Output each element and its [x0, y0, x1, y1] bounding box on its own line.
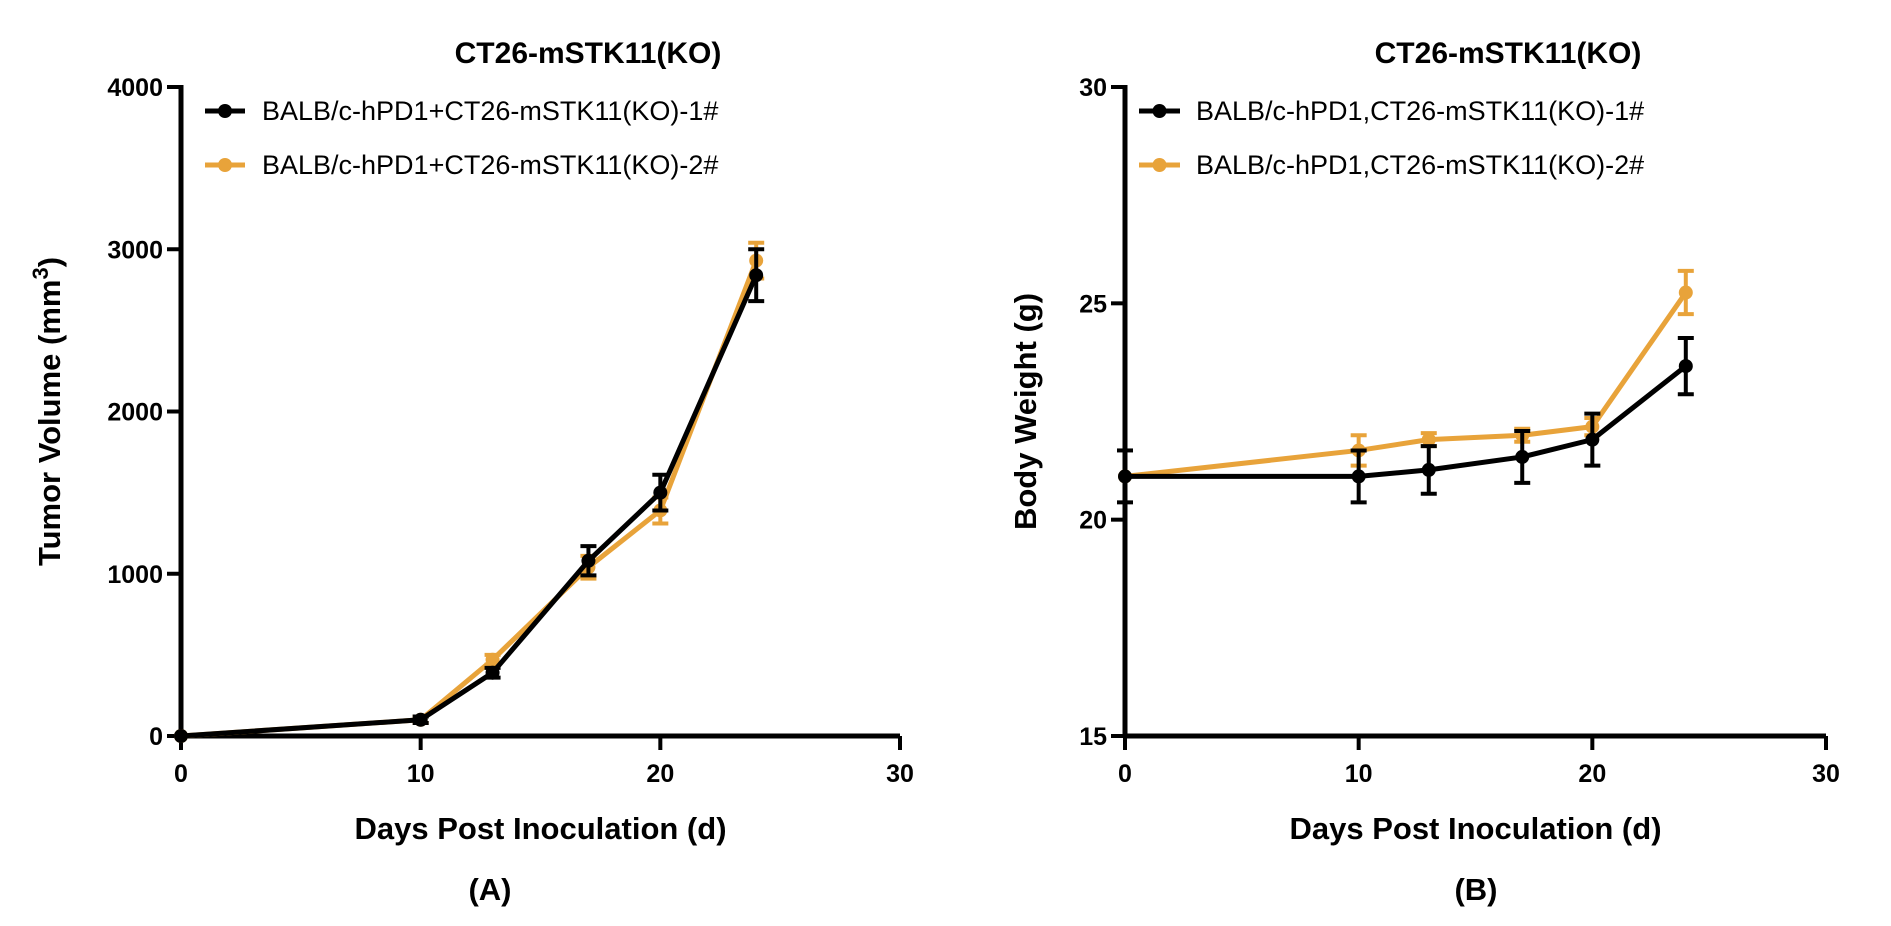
data-point — [1351, 469, 1366, 484]
x-tick-label: 20 — [1578, 760, 1606, 788]
y-tick-label: 20 — [1079, 507, 1107, 535]
y-tick-label: 0 — [149, 723, 163, 751]
series-1 — [174, 247, 765, 743]
series-2 — [174, 240, 765, 743]
data-point — [1421, 462, 1436, 477]
x-tick-label: 10 — [1345, 760, 1373, 788]
data-point — [1515, 449, 1530, 464]
data-point — [174, 729, 188, 743]
legend-entry-1: BALB/c-hPD1+CT26-mSTK11(KO)-1# — [205, 96, 718, 126]
x-axis-label: Days Post Inoculation (d) — [354, 811, 726, 846]
y-tick-label: 15 — [1079, 723, 1107, 751]
x-axis-label: Days Post Inoculation (d) — [1289, 811, 1661, 846]
series-line — [180, 259, 759, 739]
legend-swatch-marker — [1152, 158, 1167, 172]
y-axis-label-superscript: 3 — [28, 267, 53, 279]
data-point — [1678, 285, 1693, 300]
series-line — [1125, 364, 1688, 479]
legend-entry-1: BALB/c-hPD1,CT26-mSTK11(KO)-1# — [1139, 96, 1644, 126]
y-axis-label-main: Body Weight (g) — [1008, 293, 1043, 530]
y-axis-label: Tumor Volume (mm3) — [28, 257, 67, 566]
chart-panel-B: CT26-mSTK11(KO) 0 10 20 30 15 20 25 30 Days Post … — [1008, 37, 1840, 907]
legend-label: BALB/c-hPD1+CT26-mSTK11(KO)-2# — [262, 150, 718, 180]
series-1 — [1117, 335, 1694, 505]
y-tick-label: 30 — [1079, 74, 1107, 102]
y-tick-label: 25 — [1079, 290, 1107, 318]
data-point — [581, 553, 596, 568]
chart-panel-A: CT26-mSTK11(KO) 0 10 20 30 0 1000 2000 3000 4000 D… — [28, 37, 914, 907]
chart-title: CT26-mSTK11(KO) — [455, 37, 722, 70]
legend-label: BALB/c-hPD1,CT26-mSTK11(KO)-2# — [1196, 150, 1644, 180]
y-tick-label: 4000 — [107, 74, 163, 102]
data-point — [485, 652, 500, 667]
y-tick-label: 2000 — [107, 399, 163, 427]
data-point — [1585, 432, 1600, 447]
series-line — [1124, 291, 1688, 479]
legend-entry-2: BALB/c-hPD1+CT26-mSTK11(KO)-2# — [205, 150, 718, 180]
x-tick-label: 0 — [174, 760, 188, 788]
data-point — [1421, 432, 1436, 447]
x-tick-label: 30 — [886, 760, 914, 788]
data-point — [653, 485, 668, 500]
x-tick-label: 20 — [646, 760, 674, 788]
legend-swatch-marker — [218, 158, 232, 172]
legend-swatch-marker — [1152, 104, 1167, 118]
legend-label: BALB/c-hPD1+CT26-mSTK11(KO)-1# — [262, 96, 718, 126]
data-point — [1678, 359, 1693, 374]
panel-caption: (A) — [468, 872, 511, 907]
x-tick-label: 0 — [1118, 760, 1132, 788]
panel-caption: (B) — [1454, 872, 1497, 907]
y-tick-label: 3000 — [107, 236, 163, 264]
y-axis-label-main: Tumor Volume (mm — [32, 280, 67, 566]
x-tick-label: 30 — [1812, 760, 1840, 788]
series-2 — [1118, 268, 1694, 484]
y-axis-label-end: ) — [32, 257, 67, 267]
data-point — [1118, 469, 1132, 484]
data-point — [749, 268, 764, 283]
x-tick-label: 10 — [407, 760, 435, 788]
data-point — [413, 712, 428, 727]
y-tick-label: 1000 — [107, 561, 163, 589]
series-line — [180, 274, 759, 739]
legend-swatch-marker — [218, 104, 232, 118]
chart-title: CT26-mSTK11(KO) — [1375, 37, 1642, 70]
y-axis-label: Body Weight (g) — [1008, 293, 1043, 530]
legend-label: BALB/c-hPD1,CT26-mSTK11(KO)-1# — [1196, 96, 1644, 126]
legend-entry-2: BALB/c-hPD1,CT26-mSTK11(KO)-2# — [1139, 150, 1644, 180]
data-point — [485, 665, 500, 680]
